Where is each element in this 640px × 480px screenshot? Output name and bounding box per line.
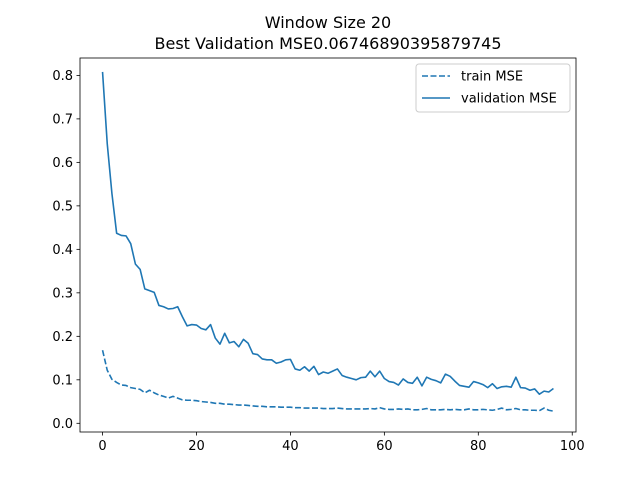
- x-axis: 0 20 40 60 80 100: [98, 432, 585, 454]
- plot-frame: [79, 57, 577, 433]
- x-tick-label: 60: [376, 439, 393, 454]
- y-tick-label: 0.2: [52, 330, 73, 345]
- legend-label: train MSE: [461, 70, 523, 85]
- y-tick-label: 0.5: [52, 199, 73, 214]
- chart-subtitle: Best Validation MSE0.06746890395879745: [155, 34, 502, 53]
- y-tick-label: 0.4: [52, 243, 73, 258]
- x-tick-label: 80: [470, 439, 487, 454]
- y-tick-label: 0.3: [52, 286, 73, 301]
- x-tick-label: 0: [98, 439, 106, 454]
- legend: train MSE validation MSE: [415, 63, 571, 113]
- legend-label: validation MSE: [461, 92, 557, 107]
- y-tick-label: 0.8: [52, 69, 73, 84]
- series-line-validation-mse: [101, 71, 554, 395]
- plot-area: [79, 57, 577, 433]
- series-line-train-mse: [101, 350, 554, 412]
- x-tick-label: 40: [282, 439, 299, 454]
- y-axis: 0.0 0.1 0.2 0.3 0.4 0.5 0.6 0.7 0.8: [52, 69, 80, 432]
- x-tick-label: 100: [560, 439, 585, 454]
- y-tick-label: 0.0: [52, 417, 73, 432]
- legend-box: [415, 63, 571, 113]
- y-tick-label: 0.1: [52, 373, 73, 388]
- y-tick-label: 0.7: [52, 112, 73, 127]
- y-tick-label: 0.6: [52, 156, 73, 171]
- chart-title: Window Size 20: [265, 13, 391, 32]
- series-layer: [101, 71, 554, 412]
- x-tick-label: 20: [188, 439, 205, 454]
